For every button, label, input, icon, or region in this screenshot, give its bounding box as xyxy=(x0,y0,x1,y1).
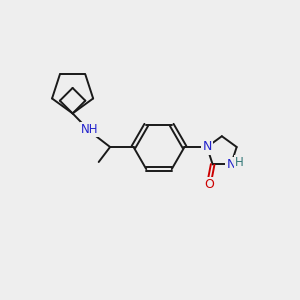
Text: O: O xyxy=(205,178,214,191)
Text: N: N xyxy=(226,158,236,171)
Text: H: H xyxy=(235,156,244,170)
Text: N: N xyxy=(202,140,212,154)
Text: NH: NH xyxy=(81,123,99,136)
